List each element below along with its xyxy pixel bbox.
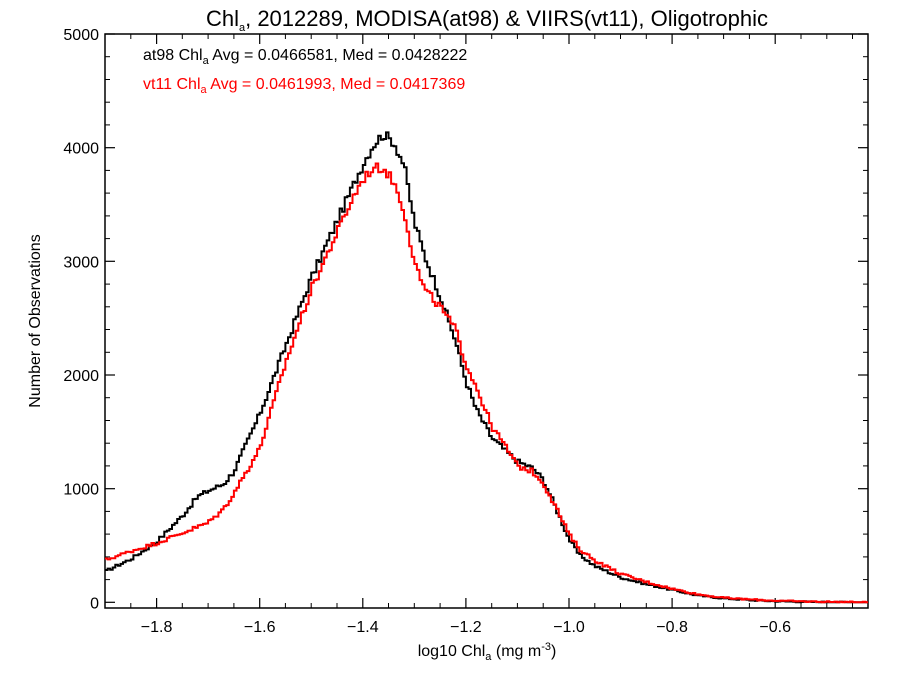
y-tick-label: 5000 xyxy=(63,27,99,44)
x-tick-label: −0.8 xyxy=(656,619,688,636)
annotation-vt11: vt11 Chla Avg = 0.0461993, Med = 0.04173… xyxy=(143,76,465,96)
x-tick-label: −1.0 xyxy=(553,619,585,636)
y-axis-ticks: 0 1000 2000 3000 4000 5000 xyxy=(63,27,868,612)
y-tick-label: 0 xyxy=(90,595,99,612)
plot-frame xyxy=(104,33,869,609)
x-axis-ticks: −1.8 −1.6 −1.4 −1.2 −1.0 −0.8 −0.6 xyxy=(104,34,853,636)
series-line-1 xyxy=(105,162,868,604)
x-tick-label: −1.6 xyxy=(244,619,276,636)
series-line-0 xyxy=(105,131,868,604)
y-tick-label: 3000 xyxy=(63,254,99,271)
x-tick-label: −1.8 xyxy=(141,619,173,636)
y-tick-label: 2000 xyxy=(63,368,99,385)
y-tick-label: 4000 xyxy=(63,141,99,158)
x-tick-label: −1.4 xyxy=(347,619,379,636)
y-axis-label: Number of Observations xyxy=(27,234,44,407)
chart-title: Chla, 2012289, MODISA(at98) & VIIRS(vt11… xyxy=(206,6,768,34)
x-axis-label: log10 Chla (mg m-3) xyxy=(418,641,557,663)
series-lines xyxy=(105,131,868,604)
x-tick-label: −0.6 xyxy=(759,619,791,636)
annotation-at98: at98 Chla Avg = 0.0466581, Med = 0.04282… xyxy=(143,47,467,67)
y-tick-label: 1000 xyxy=(63,482,99,499)
x-tick-label: −1.2 xyxy=(450,619,482,636)
